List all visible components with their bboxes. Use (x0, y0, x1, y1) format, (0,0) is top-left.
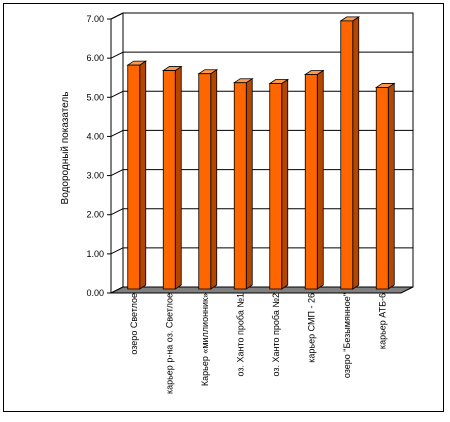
gridline-side (110, 90, 124, 98)
y-tick-label: 2.00 (86, 210, 104, 220)
bar-side (316, 69, 324, 290)
y-tick-label: 3.00 (86, 171, 104, 181)
bars (126, 16, 396, 290)
y-tick-label: 7.00 (86, 14, 104, 24)
bar-front (340, 20, 354, 290)
x-tick-label: карьер АТБ-6 (377, 293, 387, 349)
bar-side (210, 68, 218, 290)
x-tick-label: оз. Ханто проба №2 (271, 293, 281, 377)
y-tick-label: 5.00 (86, 92, 104, 102)
bar (268, 78, 290, 290)
gridline-side (110, 129, 124, 137)
bar-front (233, 82, 247, 290)
gridline-side (110, 12, 124, 20)
gridline-side (110, 208, 124, 216)
x-tick-label: карьер р-на оз. Светлое (164, 293, 174, 394)
gridline-side (110, 247, 124, 255)
bar-side (174, 65, 182, 290)
bar-side (281, 78, 289, 290)
y-axis-label: Водородный показатель (60, 92, 71, 205)
x-tick-label: карьер СМП - 26 (306, 293, 316, 363)
bar-side (245, 77, 253, 290)
bar (339, 16, 361, 290)
x-tick-label: озеро Светлое (129, 293, 139, 355)
x-tick-label: оз. Ханто проба №1 (235, 293, 245, 377)
bar (232, 77, 254, 290)
bar-front (375, 87, 389, 290)
bar-side (387, 82, 395, 290)
bar (161, 65, 183, 290)
bar-front (198, 73, 212, 290)
floor (110, 286, 414, 294)
bar-side (139, 60, 147, 290)
y-tick-label: 6.00 (86, 53, 104, 63)
gridline-side (110, 51, 124, 59)
y-tick-labels: 0.00 1.00 2.00 3.00 4.00 5.00 6.00 7.00 (86, 14, 111, 298)
bar-front (304, 74, 318, 290)
bar (197, 68, 219, 290)
bar (303, 69, 325, 290)
x-tick-label: озеро "Безымянное" (342, 293, 352, 378)
gridline-side (110, 169, 124, 177)
y-tick-label: 1.00 (86, 249, 104, 259)
bar-side (352, 16, 360, 290)
x-tick-label: Карьер «миллионник» (200, 293, 210, 386)
y-tick-label: 4.00 (86, 131, 104, 141)
y-tick-label: 0.00 (86, 288, 104, 298)
bar (374, 82, 396, 290)
bar (126, 60, 148, 290)
plot-walls (110, 12, 414, 294)
bar-front (127, 64, 141, 290)
bar-front (162, 70, 176, 290)
bar-front (269, 83, 283, 290)
x-tick-labels: озеро Светлое карьер р-на оз. Светлое Карь… (129, 293, 388, 394)
